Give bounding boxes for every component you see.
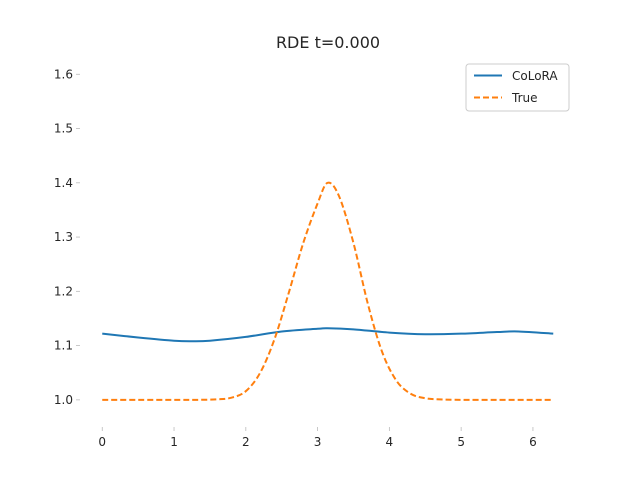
legend-label-colora: CoLoRA xyxy=(512,69,558,83)
y-tick-label: 1.5 xyxy=(54,122,73,136)
y-tick-label: 1.6 xyxy=(54,67,73,81)
legend: CoLoRA True xyxy=(465,63,570,112)
x-tick-label: 6 xyxy=(529,435,537,449)
x-tick-label: 2 xyxy=(242,435,250,449)
x-tick-label: 4 xyxy=(386,435,394,449)
y-tick-label: 1.4 xyxy=(54,176,73,190)
y-tick-label: 1.2 xyxy=(54,284,73,298)
series-line-colora xyxy=(102,327,554,343)
series-line-true xyxy=(102,181,554,401)
axis-ticks: 0 1 2 3 4 5 6 1.0 1.1 1.2 1.3 1.4 1.5 1.6 xyxy=(54,67,537,449)
series-layer xyxy=(102,181,554,401)
y-tick-label: 1.3 xyxy=(54,230,73,244)
x-tick-label: 3 xyxy=(314,435,322,449)
x-tick-label: 0 xyxy=(98,435,106,449)
y-tick-label: 1.1 xyxy=(54,339,73,353)
x-tick-label: 1 xyxy=(170,435,178,449)
legend-label-true: True xyxy=(511,91,538,105)
chart-title: RDE t=0.000 xyxy=(276,33,380,52)
x-tick-label: 5 xyxy=(457,435,465,449)
y-tick-label: 1.0 xyxy=(54,393,73,407)
